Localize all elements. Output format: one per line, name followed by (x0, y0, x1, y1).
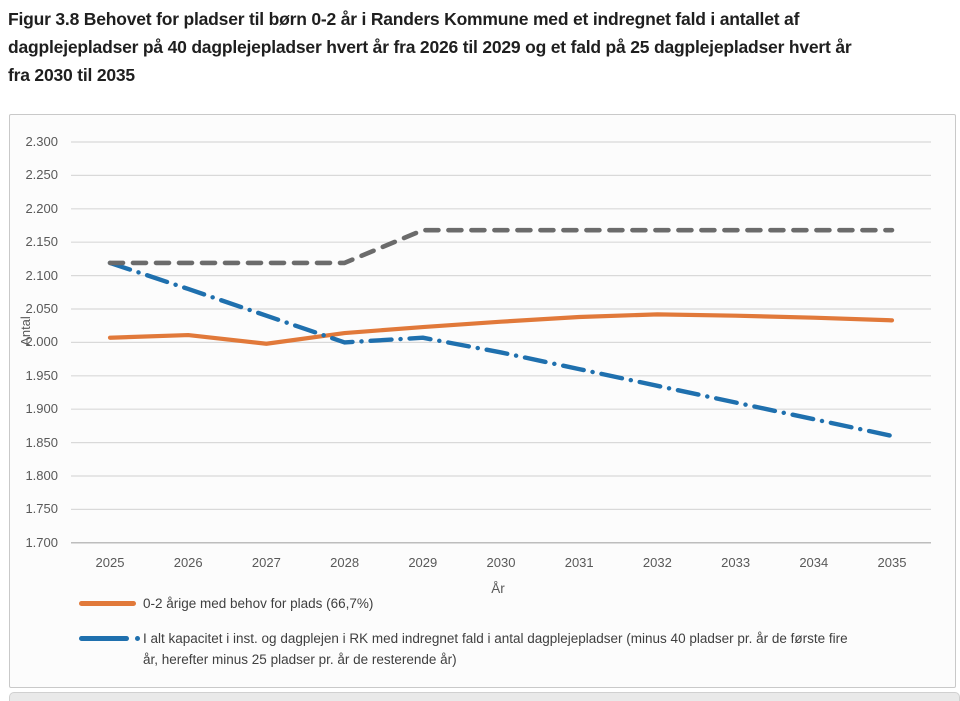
x-tick-label: 2035 (877, 555, 907, 570)
y-tick-label: 2.250 (25, 167, 58, 183)
figure-title-line-2: dagplejepladser på 40 dagplejepladser hv… (8, 37, 852, 57)
x-tick-label: 2025 (95, 555, 125, 570)
series-line-dashdot (107, 260, 895, 439)
chart-panel: 2.300 2.250 2.200 2.150 2.100 2.050 2.000 1.950… (9, 114, 956, 688)
dashdot-line-swatch-icon (79, 628, 143, 641)
x-tick-label: 2027 (251, 555, 281, 570)
series-line-dashed (107, 227, 895, 266)
x-tick-label: 2034 (799, 555, 829, 570)
x-tick-label: 2029 (408, 555, 438, 570)
figure-title: Figur 3.8 Behovet for pladser til børn 0… (8, 5, 956, 89)
x-tick-label: 2030 (486, 555, 516, 570)
series-line-solid (107, 312, 895, 346)
y-tick-label: 2.300 (25, 134, 58, 149)
y-tick-label: 1.950 (25, 367, 58, 383)
chart-legend: 0-2 årige med behov for plads (66,7%) I a… (79, 593, 879, 684)
solid-line-swatch-icon (79, 593, 143, 606)
legend-label: 0-2 årige med behov for plads (66,7%) (143, 596, 374, 611)
x-axis-title: År (491, 581, 505, 596)
x-tick-label: 2033 (721, 555, 751, 570)
y-tick-label: 2.150 (25, 234, 58, 250)
figure-title-line-1: Figur 3.8 Behovet for pladser til børn 0… (8, 9, 800, 29)
y-tick-label: 1.800 (25, 468, 58, 483)
chart-plot-area (71, 141, 931, 544)
x-tick-label: 2026 (173, 555, 203, 570)
legend-label: I alt kapacitet i inst. og dagplejen i R… (143, 631, 848, 667)
legend-item: I alt kapacitet i inst. og dagplejen i R… (79, 628, 879, 670)
bottom-strip (9, 692, 960, 701)
y-tick-label: 2.000 (25, 334, 58, 350)
y-tick-label: 1.750 (25, 501, 58, 517)
figure-title-line-3: fra 2030 til 2035 (8, 65, 135, 85)
y-tick-label: 1.900 (25, 401, 58, 417)
y-tick-label: 2.100 (25, 267, 58, 283)
x-tick-label: 2032 (642, 555, 672, 570)
y-tick-label: 1.700 (25, 534, 58, 550)
y-axis-title: Antal (18, 316, 33, 346)
y-tick-label: 2.050 (25, 301, 58, 316)
y-tick-label: 1.850 (25, 434, 58, 450)
legend-item: 0-2 årige med behov for plads (66,7%) (79, 593, 879, 614)
y-tick-label: 2.200 (25, 200, 58, 216)
x-tick-label: 2031 (564, 555, 594, 570)
x-tick-label: 2028 (330, 555, 360, 570)
